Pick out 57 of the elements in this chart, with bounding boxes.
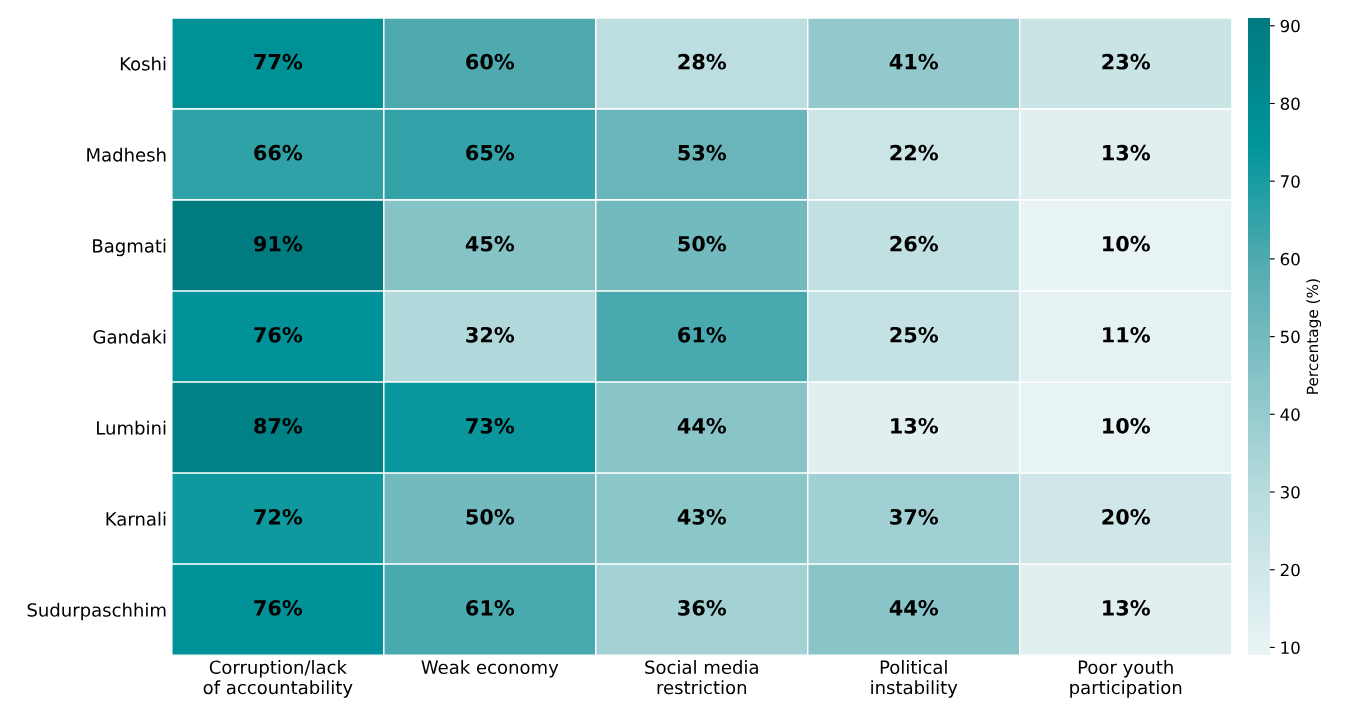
color-bar-label: 50 [1280,330,1300,344]
data-label: 91% [253,235,303,252]
data-label: 76% [254,326,303,343]
data-label: 25% [890,326,939,343]
data-label: 36% [678,599,727,616]
data-label: 72% [254,508,303,525]
data-label: 87% [254,417,303,434]
data-label: 66% [254,144,303,161]
y-tick-label: Koshi [120,56,166,71]
x-tick-label: Political instability [871,660,958,698]
data-label: 76% [254,599,303,616]
color-bar-label: 60 [1280,252,1300,266]
y-tick-label: Bagmati [93,238,166,257]
data-label: 41% [889,53,939,70]
data-label: 60% [466,53,515,70]
data-label: 13% [1103,144,1150,161]
x-tick-label: Social media restriction [645,660,758,695]
data-label: 61% [678,326,727,343]
data-label: 23% [1102,53,1150,70]
data-label: 77% [254,53,303,70]
data-label: 53% [678,144,727,161]
y-tick-label: Karnali [106,511,166,526]
data-label: 13% [891,417,939,434]
data-label: 44% [889,599,939,616]
color-bar-label: 30 [1280,485,1300,499]
data-label: 65% [466,144,515,161]
x-tick-label: Corruption/lack of accountability [203,660,353,698]
data-label: 10% [1103,417,1150,434]
color-bar-label: 90 [1280,19,1300,33]
color-bar-title: Percentage (%) [1306,279,1322,394]
data-label: 43% [677,508,727,525]
data-label: 11% [1103,326,1150,343]
data-label: 20% [1102,508,1150,525]
y-tick-label: Lumbini [97,420,166,435]
data-label: 13% [1103,599,1150,616]
x-tick-label: Weak economy [421,660,559,678]
data-label: 50% [466,508,515,525]
data-label: 50% [678,235,727,252]
data-label: 37% [890,508,939,525]
data-label: 10% [1103,235,1150,252]
data-label: 73% [466,417,515,434]
y-tick-label: Madhesh [87,147,166,162]
data-label: 26% [890,235,939,252]
data-label: 22% [890,144,939,161]
y-tick-label: Sudurpaschhim [27,602,166,621]
y-tick-label: Gandaki [93,329,166,344]
data-label: 28% [678,53,727,70]
data-label: 32% [466,326,515,343]
color-bar-label: 40 [1280,408,1300,421]
color-bar-label: 10 [1281,641,1300,654]
color-bar-label: 20 [1280,563,1300,577]
x-tick-label: Poor youth participation [1070,660,1182,698]
color-bar-label: 80 [1280,97,1300,111]
data-label: 44% [677,417,727,434]
data-label: 45% [465,235,515,252]
color-bar-label: 70 [1280,175,1300,188]
data-label: 61% [466,599,515,616]
